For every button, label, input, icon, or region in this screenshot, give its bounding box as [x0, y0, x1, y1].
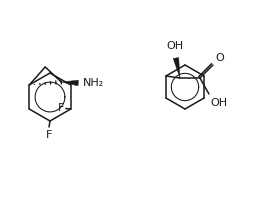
Text: OH: OH [166, 41, 184, 51]
Text: OH: OH [210, 98, 227, 108]
Text: NH₂: NH₂ [83, 78, 105, 88]
Text: O: O [215, 53, 224, 63]
Polygon shape [61, 80, 78, 86]
Text: F: F [57, 103, 64, 113]
Polygon shape [173, 57, 180, 78]
Text: F: F [46, 130, 52, 140]
